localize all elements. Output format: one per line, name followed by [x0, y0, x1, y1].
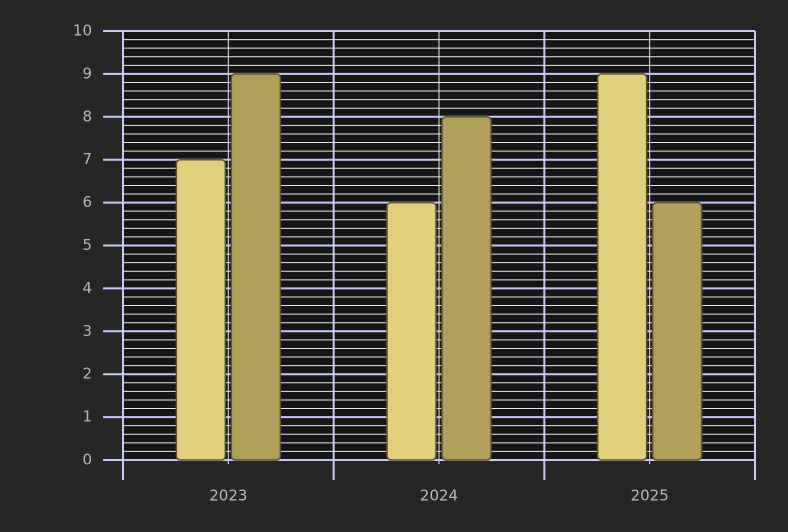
bar [596, 73, 648, 461]
y-tick-label: 10 [73, 22, 92, 40]
bar [175, 158, 227, 461]
bar [386, 201, 437, 461]
y-tick-label: 1 [82, 408, 92, 426]
x-tick-label: 2023 [209, 487, 247, 505]
bar [651, 201, 703, 461]
y-tick-label: 5 [82, 236, 92, 254]
y-tick-label: 4 [82, 279, 92, 297]
x-tick-label: 2025 [631, 487, 669, 505]
y-tick-label: 2 [82, 365, 92, 383]
y-tick-label: 9 [82, 64, 92, 82]
bar [230, 73, 282, 461]
bar [441, 116, 492, 461]
y-tick-label: 6 [82, 193, 92, 211]
y-tick-label: 0 [82, 451, 92, 469]
y-tick-label: 3 [82, 322, 92, 340]
y-tick-label: 7 [82, 150, 92, 168]
y-tick-label: 8 [82, 107, 92, 125]
x-tick-label: 2024 [420, 487, 458, 505]
